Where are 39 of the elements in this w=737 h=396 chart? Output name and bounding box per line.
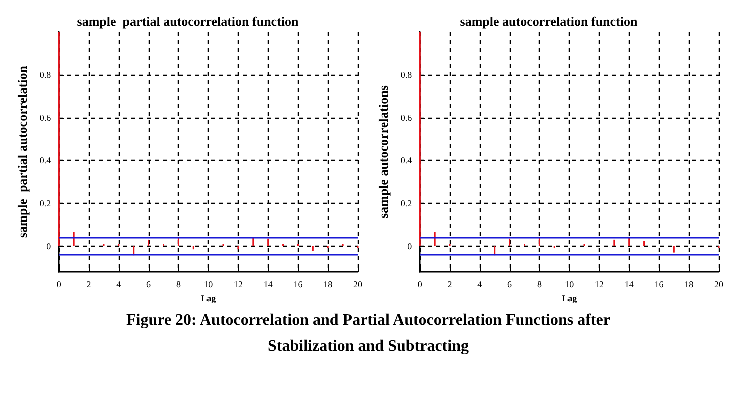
y-tick-label: 0 bbox=[408, 241, 413, 252]
y-tick-label: 0.8 bbox=[40, 70, 52, 80]
x-tick-label: 6 bbox=[146, 280, 152, 290]
y-axis-title: sample autocorrelations bbox=[376, 86, 391, 219]
y-tick-label: 0.6 bbox=[40, 112, 52, 123]
x-tick-label: 16 bbox=[654, 280, 664, 290]
y-tick-label: 0.2 bbox=[400, 198, 412, 208]
x-tick-label: 12 bbox=[234, 280, 243, 290]
x-tick-label: 10 bbox=[565, 280, 575, 290]
y-tick-label: 0 bbox=[46, 241, 52, 252]
x-tick-label: 0 bbox=[56, 280, 62, 290]
x-tick-label: 20 bbox=[714, 280, 724, 290]
y-tick-label: 0.4 bbox=[400, 156, 413, 166]
x-tick-label: 10 bbox=[204, 280, 214, 290]
y-tick-label: 0.6 bbox=[400, 112, 413, 123]
x-tick-label: 20 bbox=[354, 280, 363, 290]
y-tick-label: 0.8 bbox=[400, 70, 413, 80]
x-tick-label: 18 bbox=[324, 280, 334, 290]
x-tick-label: 14 bbox=[624, 280, 634, 290]
x-tick-label: 6 bbox=[508, 280, 513, 290]
x-tick-label: 2 bbox=[86, 280, 92, 290]
x-tick-label: 18 bbox=[684, 280, 694, 290]
x-tick-label: 14 bbox=[264, 280, 274, 290]
y-tick-label: 0.4 bbox=[40, 156, 52, 166]
chart-title: sample partial autocorrelation function bbox=[77, 14, 300, 29]
x-tick-label: 8 bbox=[537, 280, 542, 290]
x-tick-label: 0 bbox=[418, 280, 423, 290]
x-axis-title: Lag bbox=[562, 294, 578, 304]
x-tick-label: 16 bbox=[294, 280, 304, 290]
y-axis-title: sample partial autocorrelation bbox=[15, 65, 30, 238]
x-tick-label: 12 bbox=[594, 280, 604, 290]
x-tick-label: 8 bbox=[176, 280, 182, 290]
x-tick-label: 2 bbox=[448, 280, 452, 290]
y-tick-label: 0.2 bbox=[40, 198, 52, 208]
chart-title: sample autocorrelation function bbox=[460, 14, 638, 29]
x-tick-label: 4 bbox=[116, 280, 122, 290]
caption: Figure 20: Autocorrelation and Partial Autocorrelation Functions after Stabilization and Subtracting bbox=[126, 311, 612, 357]
x-axis-title: Lag bbox=[201, 294, 217, 304]
x-tick-label: 4 bbox=[478, 280, 483, 290]
